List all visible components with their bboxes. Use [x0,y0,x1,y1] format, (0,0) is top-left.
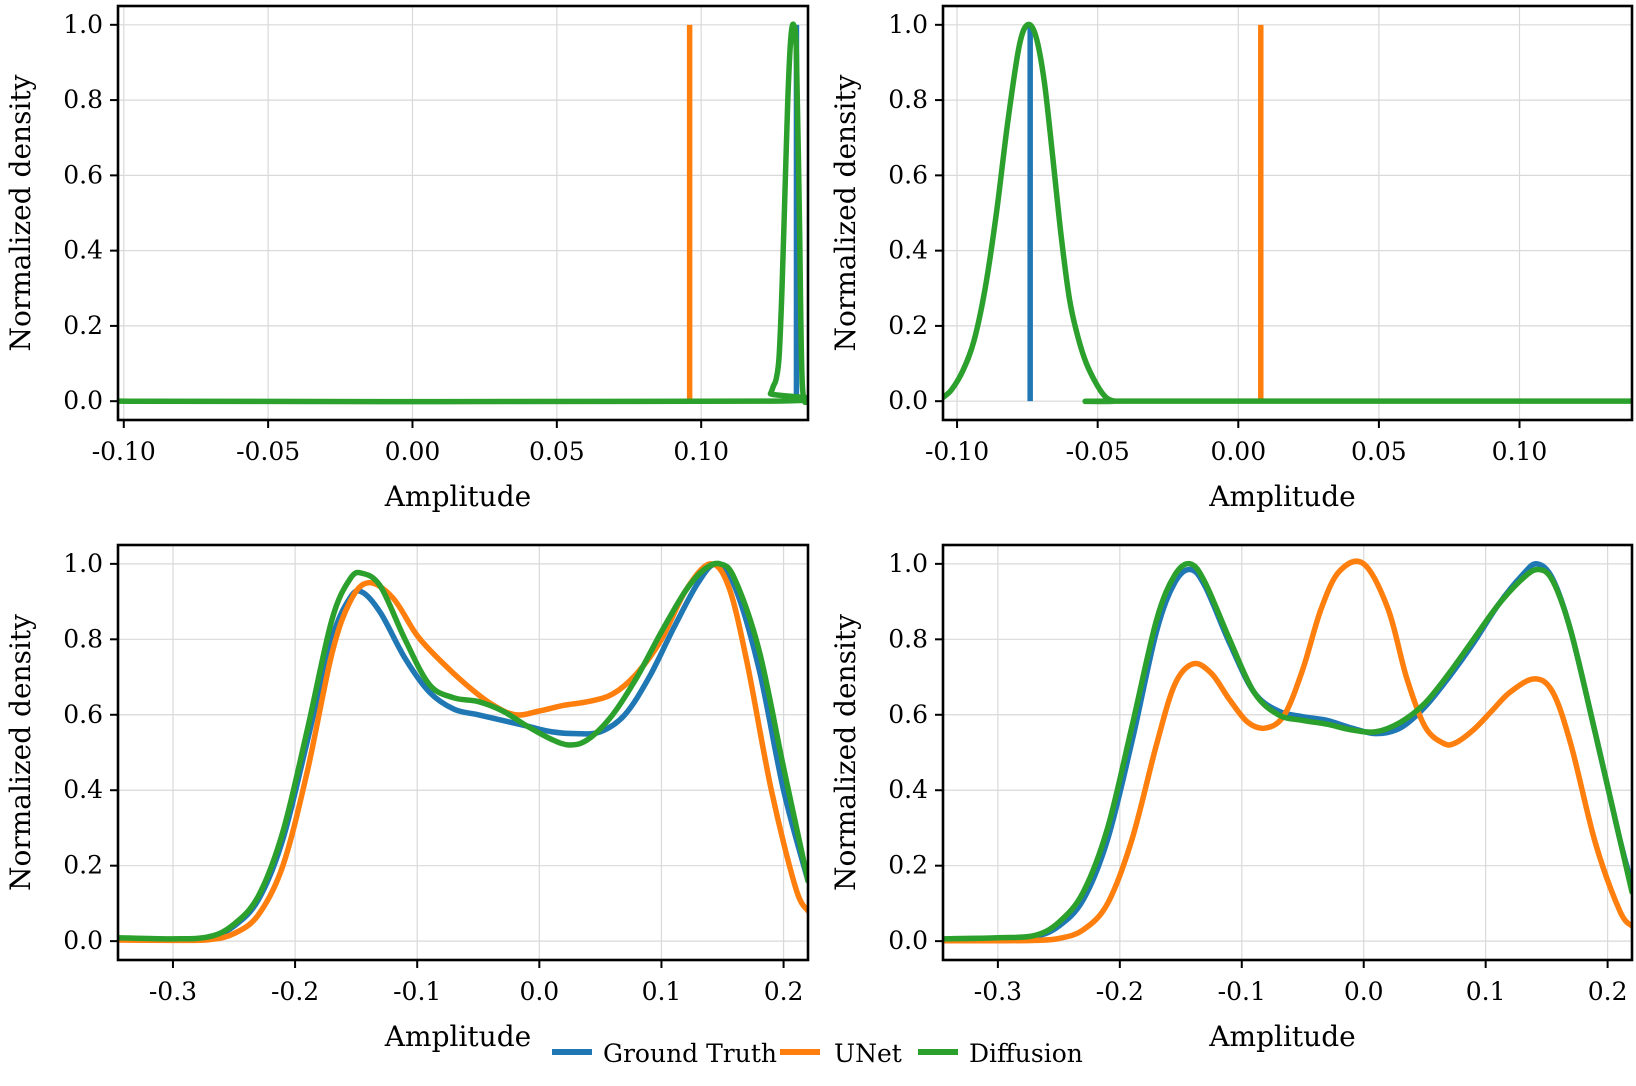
y-axis-title: Normalized density [829,74,862,351]
y-tick-label: 0.4 [63,236,103,265]
y-tick-label: 0.4 [888,775,928,804]
y-tick-label: 0.2 [888,311,928,340]
y-tick-label: 0.8 [63,624,103,653]
series-ground-truth-line [943,561,1632,942]
x-tick-label: -0.2 [1096,977,1144,1006]
y-tick-label: 0.0 [888,386,928,415]
series-diffusion-line [943,560,1632,942]
y-axis-title: Normalized density [4,74,37,351]
y-tick-label: 0.0 [63,926,103,955]
y-tick-label: 0.2 [63,851,103,880]
series-diffusion-line [118,21,808,406]
y-tick-label: 0.2 [63,311,103,340]
x-tick-label: -0.1 [1218,977,1266,1006]
y-tick-label: 0.8 [888,624,928,653]
x-tick-label: -0.1 [393,977,441,1006]
series-ground-truth-line [118,561,808,943]
x-tick-label: 0.2 [764,977,804,1006]
series-unet-line [118,561,808,944]
x-axis-title: Amplitude [384,1020,531,1053]
series-group [943,21,1632,405]
y-tick-label: 0.0 [888,926,928,955]
x-tick-label: 0.1 [1466,977,1506,1006]
series-diffusion-line [943,21,1632,405]
x-tick-label: 0.0 [1344,977,1384,1006]
legend: Ground Truth UNet Diffusion [552,1039,1083,1068]
x-tick-label: 0.0 [519,977,559,1006]
y-tick-label: 0.6 [888,160,928,189]
x-tick-label: 0.10 [1492,437,1548,466]
x-tick-label: 0.00 [1210,437,1266,466]
series-group [943,558,1632,944]
x-tick-label: 0.10 [673,437,729,466]
x-tick-label: 0.2 [1588,977,1628,1006]
x-tick-label: 0.1 [642,977,682,1006]
series-group [118,560,808,944]
x-tick-label: -0.10 [92,437,156,466]
y-tick-label: 1.0 [888,549,928,578]
legend-label: UNet [834,1039,902,1068]
x-tick-label: 0.00 [385,437,441,466]
x-tick-label: -0.2 [271,977,319,1006]
y-tick-label: 0.6 [63,160,103,189]
x-tick-label: -0.05 [236,437,300,466]
y-tick-label: 0.2 [888,851,928,880]
series-group [118,21,808,406]
panel-top-right: -0.10 -0.05 0.00 0.05 0.10 0.0 0.2 0.4 0.6 0.8 1.0… [829,4,1634,513]
x-tick-label: 0.05 [529,437,585,466]
x-axis-title: Amplitude [384,480,531,513]
legend-label: Diffusion [969,1039,1083,1068]
panel-bottom-left: -0.3 -0.2 -0.1 0.0 0.1 0.2 0.0 0.2 0.4 0.6 0.8 1.0 A… [4,543,810,1053]
x-tick-label: -0.3 [149,977,197,1006]
panel-top-left: -0.10 -0.05 0.00 0.05 0.10 0.0 0.2 0.4 0.6 0.8 1.0… [4,4,810,513]
y-tick-label: 0.0 [63,386,103,415]
series-unet-line [943,558,1632,944]
y-tick-label: 0.6 [888,700,928,729]
series-diffusion-line [118,560,808,942]
axes-frame [116,543,810,962]
y-tick-label: 0.4 [888,236,928,265]
axes-frame [941,543,1634,962]
y-tick-label: 1.0 [63,549,103,578]
x-axis-title: Amplitude [1208,1020,1355,1053]
y-tick-label: 1.0 [888,10,928,39]
x-tick-label: -0.05 [1066,437,1130,466]
y-tick-label: 0.6 [63,700,103,729]
y-tick-label: 0.4 [63,775,103,804]
y-tick-label: 1.0 [63,10,103,39]
x-tick-label: -0.10 [925,437,989,466]
panel-bottom-right: -0.3 -0.2 -0.1 0.0 0.1 0.2 0.0 0.2 0.4 0.6 0.8 1.0 A… [829,543,1634,1053]
y-tick-label: 0.8 [888,85,928,114]
y-axis-title: Normalized density [829,614,862,891]
x-tick-label: -0.3 [974,977,1022,1006]
legend-label: Ground Truth [603,1039,777,1068]
x-tick-label: 0.05 [1351,437,1407,466]
axes-frame [941,4,1634,422]
x-axis-title: Amplitude [1208,480,1355,513]
y-axis-title: Normalized density [4,614,37,891]
axes-frame [116,4,810,422]
y-tick-label: 0.8 [63,85,103,114]
